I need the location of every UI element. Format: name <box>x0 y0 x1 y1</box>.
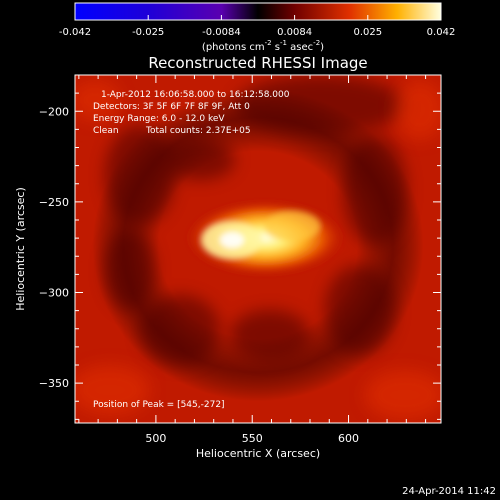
x-tick-label: 600 <box>338 432 359 445</box>
colorbar-tick-label: -0.0084 <box>202 27 241 38</box>
chart-title: Reconstructed RHESSI Image <box>148 54 367 72</box>
y-tick-label: −300 <box>39 287 69 300</box>
annotation-time-range: 1-Apr-2012 16:06:58.000 to 16:12:58.000 <box>101 90 290 100</box>
y-axis-ticks <box>75 74 441 420</box>
annotation-energy: Energy Range: 6.0 - 12.0 keV <box>93 114 225 124</box>
colorbar-unit: (photons cm-2 s-1 asec-2) <box>202 39 324 53</box>
y-axis-label: Heliocentric Y (arcsec) <box>14 187 27 311</box>
colorbar-tick-label: -0.042 <box>59 27 91 38</box>
y-tick-label: −200 <box>39 105 69 118</box>
y-tick-label: −250 <box>39 196 69 209</box>
colorbar-tick-label: 0.042 <box>427 27 456 38</box>
x-axis-label: Heliocentric X (arcsec) <box>196 447 320 460</box>
annotation-counts: Total counts: 2.37E+05 <box>145 126 251 136</box>
plot-frame <box>74 74 442 424</box>
x-axis-ticks <box>78 75 427 423</box>
annotation-detectors: Detectors: 3F 5F 6F 7F 8F 9F, Att 0 <box>93 102 250 112</box>
colorbar: -0.042 -0.025 -0.0084 0.0084 0.025 0.042 (pho… <box>59 2 455 53</box>
x-tick-label: 550 <box>242 432 263 445</box>
x-axis-tick-labels: 500 550 600 <box>145 432 359 445</box>
annotation-peak: Position of Peak = [545,-272] <box>93 400 225 410</box>
y-axis-tick-labels: −200 −250 −300 −350 <box>39 105 69 390</box>
x-tick-label: 500 <box>145 432 166 445</box>
colorbar-gradient <box>75 3 441 20</box>
colorbar-tick-label: 0.0084 <box>277 27 312 38</box>
y-tick-label: −350 <box>39 377 69 390</box>
footer-date: 24-Apr-2014 11:42 <box>402 486 496 497</box>
flare-source <box>185 200 345 276</box>
heatmap-image <box>75 75 441 423</box>
colorbar-tick-label: -0.025 <box>132 27 164 38</box>
annotation-method: Clean <box>93 126 119 136</box>
colorbar-tick-label: 0.025 <box>353 27 382 38</box>
colorbar-ticks <box>74 15 442 20</box>
bright-mottling <box>75 80 441 420</box>
annotations: 1-Apr-2012 16:06:58.000 to 16:12:58.000 … <box>93 90 290 410</box>
dark-mottling <box>105 75 407 365</box>
colorbar-tick-labels: -0.042 -0.025 -0.0084 0.0084 0.025 0.042 <box>59 27 455 38</box>
colorbar-frame <box>74 2 442 21</box>
